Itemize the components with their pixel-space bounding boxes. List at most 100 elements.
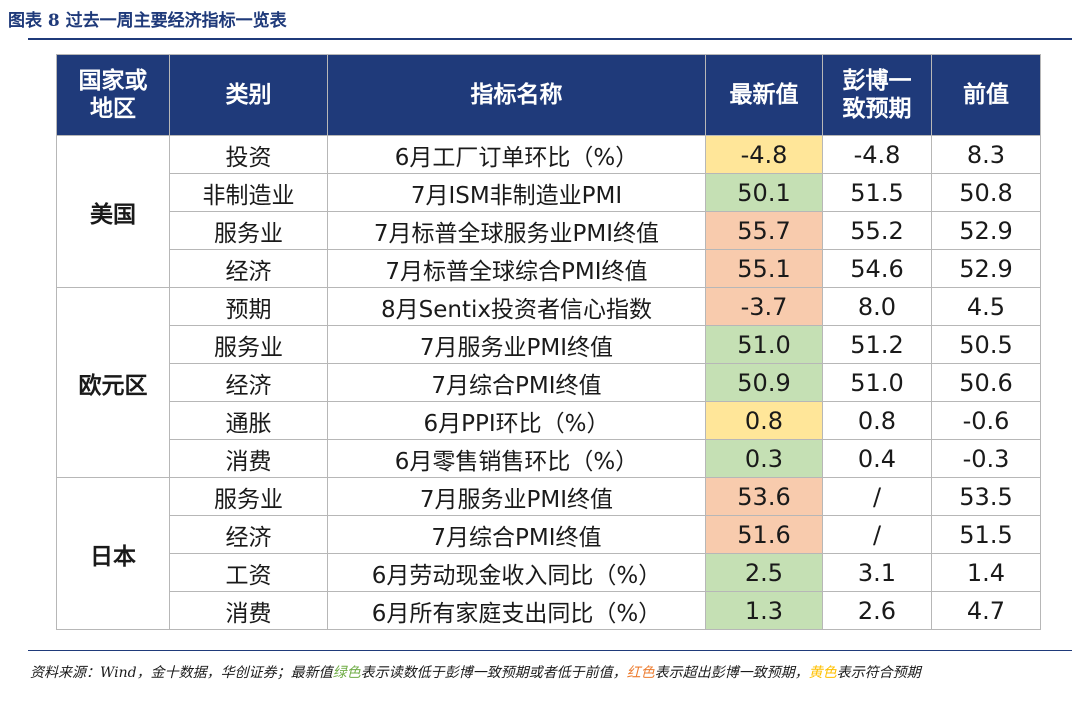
- indicator-name: 6月工厂订单环比（%）: [327, 135, 706, 174]
- previous-value: 52.9: [931, 211, 1041, 250]
- consensus-value: 3.1: [822, 553, 932, 592]
- consensus-value: 51.0: [822, 363, 932, 402]
- category-cell: 服务业: [169, 211, 328, 250]
- table-row: 日本 服务业 7月服务业PMI终值 53.6 / 53.5: [56, 477, 1041, 630]
- header-region: 国家或地区: [56, 54, 170, 136]
- consensus-value: 51.5: [822, 173, 932, 212]
- indicator-name: 8月Sentix投资者信心指数: [327, 287, 706, 326]
- latest-value: 2.5: [705, 553, 823, 592]
- previous-value: 8.3: [931, 135, 1041, 174]
- latest-value: 0.3: [705, 439, 823, 478]
- consensus-value: 55.2: [822, 211, 932, 250]
- indicator-name: 7月标普全球综合PMI终值: [327, 249, 706, 288]
- category-cell: 消费: [169, 591, 328, 630]
- previous-value: 50.5: [931, 325, 1041, 364]
- indicator-name: 6月所有家庭支出同比（%）: [327, 591, 706, 630]
- latest-value: 0.8: [705, 401, 823, 440]
- indicator-name: 6月PPI环比（%）: [327, 401, 706, 440]
- latest-value: 1.3: [705, 591, 823, 630]
- table-row: 工资 6月劳动现金收入同比（%） 2.5 3.1 1.4: [57, 553, 1041, 592]
- source-note-part1: 资料来源：Wind，金十数据，华创证券；最新值: [30, 665, 333, 681]
- consensus-value: 51.2: [822, 325, 932, 364]
- footer-divider: [28, 650, 1072, 651]
- table-row: 非制造业 7月ISM非制造业PMI 50.1 51.5 50.8: [57, 173, 1041, 212]
- latest-value: 53.6: [705, 477, 823, 516]
- previous-value: 4.7: [931, 591, 1041, 630]
- table-row: 经济 7月综合PMI终值 50.9 51.0 50.6: [57, 363, 1041, 402]
- region-eurozone: 欧元区: [56, 287, 170, 478]
- consensus-value: 0.4: [822, 439, 932, 478]
- category-cell: 服务业: [169, 477, 328, 516]
- latest-value: 51.0: [705, 325, 823, 364]
- source-note-part3: 表示超出彭博一致预期，: [654, 665, 809, 681]
- latest-value: 51.6: [705, 515, 823, 554]
- indicator-name: 6月零售销售环比（%）: [327, 439, 706, 478]
- source-note-part4: 表示符合预期: [836, 665, 921, 681]
- header-row: 国家或地区 类别 指标名称 最新值 彭博一致预期 前值: [56, 54, 1041, 136]
- latest-value: 50.9: [705, 363, 823, 402]
- previous-value: 53.5: [931, 477, 1041, 516]
- table-row: 经济 7月综合PMI终值 51.6 / 51.5: [57, 515, 1041, 554]
- latest-value: -4.8: [705, 135, 823, 174]
- category-cell: 经济: [169, 515, 328, 554]
- header-name: 指标名称: [327, 54, 706, 136]
- table-row: 服务业 7月服务业PMI终值 51.0 51.2 50.5: [57, 325, 1041, 364]
- previous-value: 1.4: [931, 553, 1041, 592]
- table-row: 美国 投资 6月工厂订单环比（%） -4.8 -4.8 8.3: [56, 135, 1041, 288]
- category-cell: 工资: [169, 553, 328, 592]
- category-cell: 经济: [169, 249, 328, 288]
- latest-value: -3.7: [705, 287, 823, 326]
- consensus-value: 2.6: [822, 591, 932, 630]
- indicator-table: 国家或地区 类别 指标名称 最新值 彭博一致预期 前值 美国 投资 6月工厂订单…: [56, 54, 1041, 630]
- latest-value: 55.1: [705, 249, 823, 288]
- category-cell: 服务业: [169, 325, 328, 364]
- indicator-name: 7月综合PMI终值: [327, 515, 706, 554]
- indicator-name: 7月服务业PMI终值: [327, 325, 706, 364]
- previous-value: 4.5: [931, 287, 1041, 326]
- indicator-name: 7月ISM非制造业PMI: [327, 173, 706, 212]
- header-previous: 前值: [931, 54, 1041, 136]
- red-legend-label: 红色: [626, 665, 655, 681]
- header-category: 类别: [169, 54, 328, 136]
- previous-value: 50.8: [931, 173, 1041, 212]
- category-cell: 通胀: [169, 401, 328, 440]
- latest-value: 50.1: [705, 173, 823, 212]
- latest-value: 55.7: [705, 211, 823, 250]
- yellow-legend-label: 黄色: [808, 665, 837, 681]
- table-row: 欧元区 预期 8月Sentix投资者信心指数 -3.7 8.0 4.5: [56, 287, 1041, 478]
- category-cell: 投资: [169, 135, 328, 174]
- indicator-name: 6月劳动现金收入同比（%）: [327, 553, 706, 592]
- previous-value: -0.6: [931, 401, 1041, 440]
- consensus-value: 0.8: [822, 401, 932, 440]
- source-note: 资料来源：Wind，金十数据，华创证券；最新值绿色表示读数低于彭博一致预期或者低…: [30, 660, 1070, 686]
- title-divider: [28, 38, 1072, 40]
- previous-value: 52.9: [931, 249, 1041, 288]
- region-japan: 日本: [56, 477, 170, 630]
- source-note-part2: 表示读数低于彭博一致预期或者低于前值，: [360, 665, 627, 681]
- header-consensus: 彭博一致预期: [822, 54, 932, 136]
- category-cell: 预期: [169, 287, 328, 326]
- consensus-value: -4.8: [822, 135, 932, 174]
- consensus-value: 54.6: [822, 249, 932, 288]
- consensus-value: /: [822, 477, 932, 516]
- green-legend-label: 绿色: [332, 665, 361, 681]
- previous-value: 50.6: [931, 363, 1041, 402]
- indicator-name: 7月标普全球服务业PMI终值: [327, 211, 706, 250]
- figure-title: 图表 8 过去一周主要经济指标一览表: [8, 11, 287, 31]
- table-row: 经济 7月标普全球综合PMI终值 55.1 54.6 52.9: [57, 249, 1041, 288]
- previous-value: 51.5: [931, 515, 1041, 554]
- previous-value: -0.3: [931, 439, 1041, 478]
- category-cell: 非制造业: [169, 173, 328, 212]
- region-us: 美国: [56, 135, 170, 288]
- header-latest: 最新值: [705, 54, 823, 136]
- indicator-name: 7月综合PMI终值: [327, 363, 706, 402]
- table-row: 消费 6月所有家庭支出同比（%） 1.3 2.6 4.7: [57, 591, 1041, 630]
- consensus-value: /: [822, 515, 932, 554]
- category-cell: 消费: [169, 439, 328, 478]
- indicator-name: 7月服务业PMI终值: [327, 477, 706, 516]
- category-cell: 经济: [169, 363, 328, 402]
- consensus-value: 8.0: [822, 287, 932, 326]
- table-row: 通胀 6月PPI环比（%） 0.8 0.8 -0.6: [57, 401, 1041, 440]
- table-row: 服务业 7月标普全球服务业PMI终值 55.7 55.2 52.9: [57, 211, 1041, 250]
- table-row: 消费 6月零售销售环比（%） 0.3 0.4 -0.3: [57, 439, 1041, 478]
